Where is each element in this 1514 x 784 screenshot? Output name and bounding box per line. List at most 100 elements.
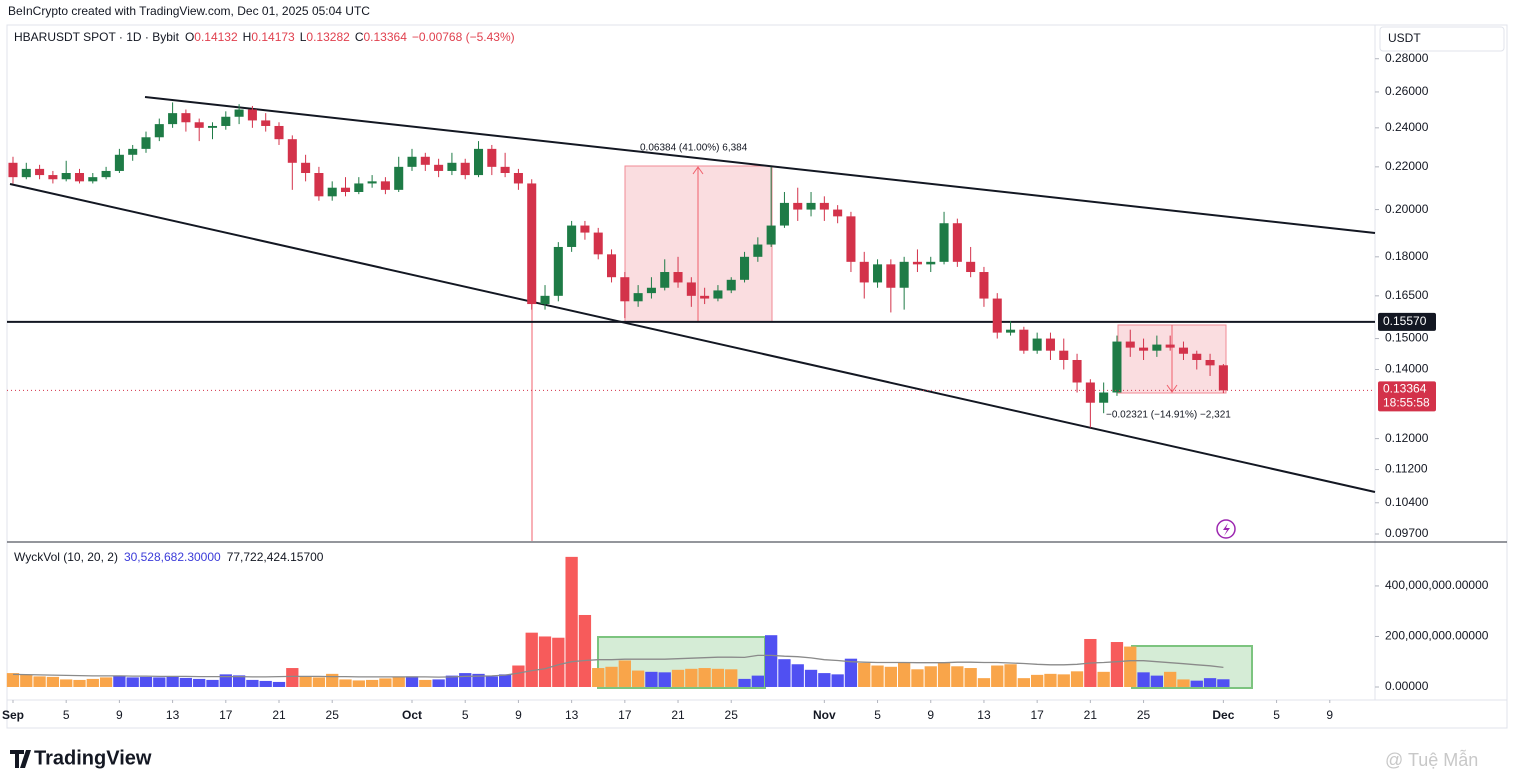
l-key: L — [300, 30, 307, 44]
candle-body — [926, 261, 936, 265]
candle-body — [114, 154, 124, 171]
credit: BeInCrypto created with TradingView.com,… — [8, 4, 370, 18]
volume-bar — [685, 668, 698, 687]
candle-body — [846, 216, 856, 262]
candle-body — [1006, 329, 1016, 333]
lower-trendline — [9, 183, 1376, 493]
volume-bar — [605, 666, 618, 687]
volume-bar — [46, 676, 60, 687]
candle-body — [966, 261, 976, 273]
volume-bar — [751, 675, 764, 687]
c-value: 0.13364 — [363, 30, 407, 44]
candle-body — [766, 225, 776, 245]
candle-body — [340, 187, 351, 192]
candle-body — [620, 277, 630, 302]
volume-bar — [618, 660, 631, 687]
x-tick-label: Nov — [813, 708, 836, 722]
x-tick-label: 25 — [326, 708, 340, 722]
x-tick-label: 5 — [462, 708, 469, 722]
x-tick-label: 25 — [725, 708, 739, 722]
candle-body — [168, 113, 178, 125]
volume-bar — [1203, 678, 1217, 687]
candle-body — [726, 279, 736, 291]
volume-bar — [791, 664, 804, 687]
volume-value: 30,528,682.30000 — [124, 550, 221, 564]
candle-body — [61, 173, 71, 180]
volume-bar — [698, 668, 711, 687]
volume-bar — [498, 674, 512, 687]
volume-bar — [153, 677, 166, 687]
y-tick-label: 0.14000 — [1385, 362, 1429, 376]
countdown: 18:55:58 — [1383, 396, 1430, 410]
candle-body — [407, 156, 417, 167]
volume-bar — [538, 636, 552, 687]
volume-bar — [352, 680, 365, 687]
volume-bar — [1070, 671, 1084, 687]
volume-bar — [964, 668, 977, 687]
x-tick-label: 21 — [671, 708, 685, 722]
x-tick-label: 13 — [565, 708, 579, 722]
candle-body — [779, 202, 789, 226]
volume-ma — [12, 654, 1224, 678]
candle-body — [101, 170, 111, 178]
volume-bar — [472, 673, 485, 687]
volume-bar — [658, 672, 671, 687]
volume-bar — [884, 666, 897, 687]
volume-bar — [179, 677, 193, 687]
candle-body — [35, 168, 45, 176]
volume-bar — [1017, 678, 1031, 687]
volume-bar — [844, 658, 858, 687]
l-value: 0.13282 — [306, 30, 350, 44]
y-tick-label: 0.20000 — [1385, 202, 1429, 216]
candle-body — [247, 109, 257, 121]
volume-bar — [977, 678, 991, 687]
candle-body — [48, 175, 58, 180]
volume-bar — [445, 675, 459, 687]
candle-body — [221, 116, 231, 126]
volume-bar — [1057, 674, 1070, 687]
brand-icon — [10, 750, 31, 768]
volume-bar — [219, 674, 232, 687]
y-tick-label: 0.11200 — [1385, 462, 1428, 476]
candle-body — [234, 109, 244, 117]
candle-body — [527, 183, 537, 305]
volume-bar — [379, 678, 392, 687]
arrow-head — [1166, 384, 1178, 393]
x-tick-label: Dec — [1212, 708, 1234, 722]
volume-bar — [1110, 642, 1124, 687]
candle-body — [1085, 382, 1095, 403]
volume-bar — [512, 665, 525, 687]
candle-body — [899, 261, 909, 288]
volume-bar — [392, 676, 405, 687]
candle-body — [886, 264, 896, 288]
volume-bar — [365, 679, 379, 687]
candle-body — [1099, 392, 1109, 403]
candle-body — [1205, 359, 1215, 366]
unit-box — [1379, 26, 1505, 52]
volume-bar — [60, 679, 73, 687]
candle-body — [952, 223, 962, 262]
axis-unit: USDT — [1388, 31, 1421, 45]
volume-bar — [405, 676, 419, 687]
x-tick-label: 13 — [977, 708, 991, 722]
volume-bar — [991, 665, 1004, 687]
candle-body — [833, 209, 843, 217]
volume-bar — [525, 632, 538, 687]
candle-body — [1059, 350, 1069, 360]
candle-body — [713, 290, 723, 299]
volume-bar — [951, 666, 964, 687]
y-tick-label: 0.24000 — [1385, 120, 1429, 134]
candle-body — [1045, 338, 1055, 351]
volume-bar — [73, 679, 86, 687]
x-tick-label: 9 — [116, 708, 123, 722]
h-key: H — [243, 30, 252, 44]
change: −0.00768 (−5.43%) — [412, 30, 515, 44]
x-tick-label: Oct — [402, 708, 422, 722]
candle-body — [700, 295, 710, 299]
volume-bar — [20, 674, 33, 687]
x-tick-label: 9 — [1326, 708, 1333, 722]
candle-body — [1112, 341, 1122, 393]
x-tick-label: 5 — [1273, 708, 1280, 722]
volume-bar — [631, 670, 645, 687]
volume-bar — [552, 637, 565, 687]
